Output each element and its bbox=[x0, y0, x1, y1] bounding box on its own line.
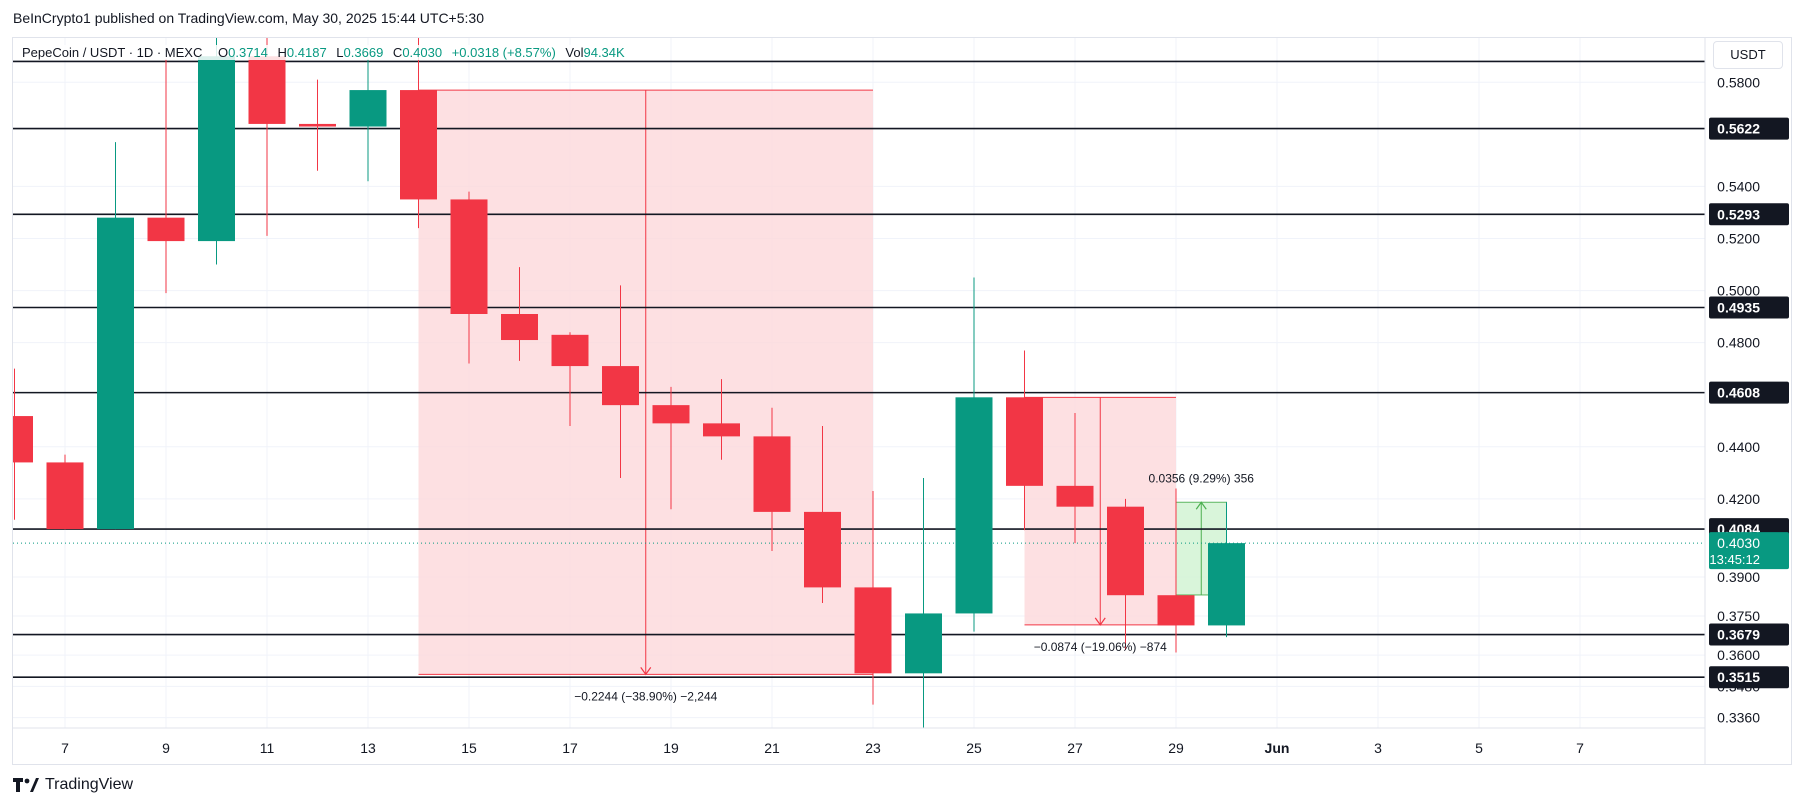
high-value: 0.4187 bbox=[286, 45, 327, 60]
candle-body bbox=[97, 217, 134, 530]
y-tick-label: 0.4800 bbox=[1717, 335, 1760, 351]
x-tick-label: 15 bbox=[461, 740, 477, 756]
level-badge-label: 0.4608 bbox=[1717, 385, 1760, 401]
y-tick-label: 0.5200 bbox=[1717, 230, 1760, 246]
currency-button[interactable]: USDT bbox=[1713, 41, 1783, 69]
level-badge bbox=[1709, 381, 1789, 404]
measure-label: 0.0356 (9.29%) 356 bbox=[1149, 471, 1255, 485]
candle-body bbox=[753, 436, 791, 512]
measure-label: −0.0874 (−19.06%) −874 bbox=[1034, 640, 1167, 654]
open-value: 0.3714 bbox=[228, 45, 268, 60]
level-badge bbox=[1709, 296, 1789, 319]
x-tick-label: 9 bbox=[162, 740, 170, 756]
brand-label: TradingView bbox=[45, 776, 134, 793]
candle-body bbox=[804, 511, 841, 588]
high-label: H bbox=[277, 45, 287, 60]
level-badge-label: 0.3679 bbox=[1717, 627, 1760, 643]
candle-body bbox=[652, 405, 690, 424]
level-badge bbox=[1709, 117, 1789, 140]
candle-body bbox=[905, 613, 942, 674]
symbol-label: PepeCoin / USDT · 1D · MEXC bbox=[22, 45, 203, 60]
y-tick-label: 0.5400 bbox=[1717, 178, 1760, 194]
x-tick-label: 5 bbox=[1475, 740, 1483, 756]
measure-label: −0.2244 (−38.90%) −2,244 bbox=[574, 689, 717, 703]
x-tick-label: 23 bbox=[865, 740, 881, 756]
change-value: +0.0318 (+8.57%) bbox=[451, 45, 556, 60]
close-label: C bbox=[392, 45, 403, 60]
candle-body bbox=[955, 397, 993, 614]
candle-body bbox=[46, 462, 84, 530]
tradingview-logo-icon bbox=[13, 778, 39, 792]
candle-body bbox=[349, 90, 387, 127]
candle-body bbox=[854, 587, 892, 674]
y-tick-label: 0.4400 bbox=[1717, 439, 1760, 455]
candle-body bbox=[1208, 543, 1245, 626]
publisher-caption: BeInCrypto1 published on TradingView.com… bbox=[13, 10, 484, 26]
measure-arrowhead bbox=[640, 667, 652, 676]
measure-arrowhead bbox=[1094, 617, 1106, 626]
x-tick-label: 21 bbox=[764, 740, 780, 756]
candle-body bbox=[198, 56, 235, 242]
level-badge-label: 0.4935 bbox=[1717, 299, 1760, 315]
open-label: O bbox=[218, 45, 229, 60]
candle-body bbox=[450, 199, 488, 314]
candle-body bbox=[1157, 595, 1195, 626]
candle-body bbox=[400, 90, 437, 200]
y-tick-label: 0.3600 bbox=[1717, 647, 1760, 663]
y-tick-label: 0.5000 bbox=[1717, 283, 1760, 299]
y-tick-label: 0.3900 bbox=[1717, 569, 1760, 585]
y-tick-label: 0.3750 bbox=[1717, 608, 1760, 624]
volume-value: 94.34K bbox=[583, 45, 625, 60]
tradingview-brand[interactable]: TradingView bbox=[13, 776, 133, 794]
close-value: 0.4030 bbox=[402, 45, 443, 60]
x-tick-label: 29 bbox=[1168, 740, 1184, 756]
x-tick-label: 25 bbox=[966, 740, 982, 756]
x-tick-label: 7 bbox=[61, 740, 69, 756]
candle-body bbox=[147, 217, 185, 242]
x-tick-label: 13 bbox=[360, 740, 376, 756]
level-badge bbox=[1709, 203, 1789, 226]
candle-body bbox=[501, 314, 538, 341]
candle-body bbox=[299, 123, 336, 127]
countdown-label: 13:45:12 bbox=[1709, 552, 1760, 567]
x-tick-label: 17 bbox=[562, 740, 578, 756]
x-tick-label: 11 bbox=[260, 740, 275, 756]
x-tick-label: 7 bbox=[1576, 740, 1584, 756]
x-tick-label: 27 bbox=[1067, 740, 1083, 756]
level-badge-label: 0.5293 bbox=[1717, 206, 1760, 222]
volume-label: Vol bbox=[565, 45, 584, 60]
x-tick-label: 3 bbox=[1374, 740, 1382, 756]
candle-body bbox=[13, 416, 33, 463]
candle-body bbox=[1056, 485, 1094, 507]
candle-body bbox=[1006, 397, 1043, 486]
y-tick-label: 0.4200 bbox=[1717, 491, 1760, 507]
candle-body bbox=[602, 366, 639, 406]
candle-body bbox=[551, 334, 589, 367]
level-badge-label: 0.5622 bbox=[1717, 121, 1760, 137]
x-tick-label: Jun bbox=[1265, 740, 1290, 756]
level-badge-label: 0.3515 bbox=[1717, 669, 1760, 685]
y-tick-label: 0.5800 bbox=[1717, 74, 1760, 90]
low-value: 0.3669 bbox=[343, 45, 384, 60]
candle-body bbox=[1107, 506, 1144, 596]
level-badge bbox=[1709, 666, 1789, 689]
ohlc-legend: PepeCoin / USDT · 1D · MEXC O0.3714 H0.4… bbox=[22, 45, 625, 60]
measure-arrowhead bbox=[1195, 501, 1207, 510]
current-price-label: 0.4030 bbox=[1717, 535, 1760, 551]
candle-body bbox=[248, 56, 286, 124]
chart-frame bbox=[12, 37, 1792, 765]
current-price-badge bbox=[1709, 532, 1789, 570]
plot-area bbox=[13, 38, 1705, 728]
y-tick-label: 0.3360 bbox=[1717, 710, 1760, 726]
candle-body bbox=[703, 423, 740, 437]
level-badge bbox=[1709, 623, 1789, 646]
x-tick-label: 19 bbox=[663, 740, 679, 756]
low-label: L bbox=[336, 45, 344, 60]
